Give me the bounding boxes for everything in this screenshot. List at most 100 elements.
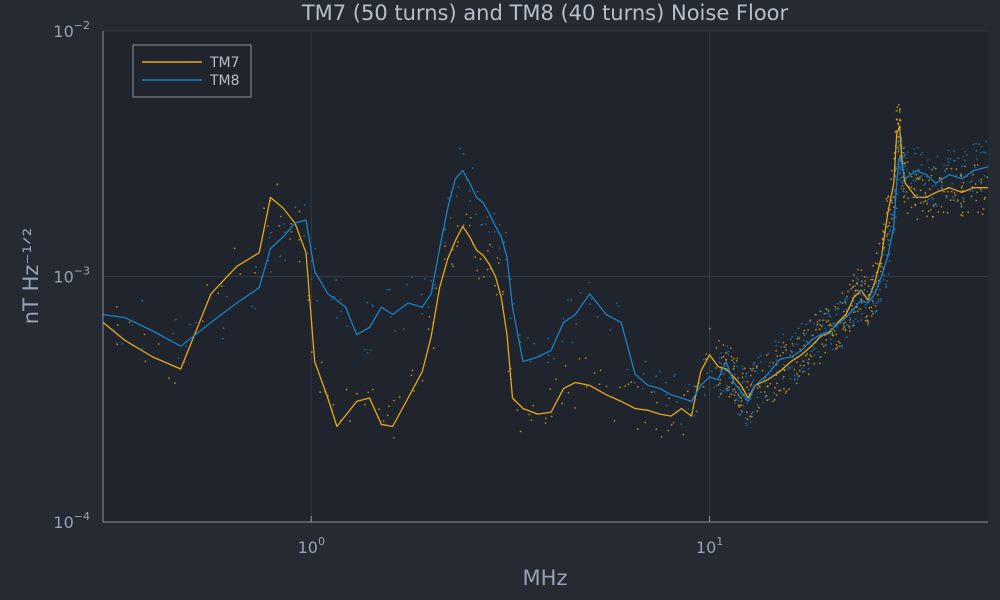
- data-point: [746, 418, 749, 421]
- data-point: [889, 209, 892, 211]
- data-point: [844, 329, 847, 332]
- data-point: [378, 408, 380, 410]
- data-point: [902, 152, 905, 154]
- data-point: [655, 375, 658, 378]
- data-point: [140, 348, 143, 351]
- data-point: [667, 429, 670, 432]
- data-point: [901, 156, 904, 159]
- data-point: [947, 149, 950, 152]
- data-point: [505, 231, 507, 234]
- data-point: [221, 337, 224, 340]
- x-tick-label: 100: [298, 535, 325, 557]
- data-point: [859, 308, 862, 310]
- data-point: [838, 345, 841, 348]
- data-point: [528, 413, 531, 416]
- data-point: [887, 195, 890, 198]
- data-point: [785, 349, 787, 352]
- data-point: [113, 329, 116, 332]
- data-point: [844, 303, 847, 305]
- data-point: [718, 339, 720, 342]
- data-point: [168, 377, 170, 380]
- data-point: [410, 374, 413, 377]
- data-point: [852, 279, 854, 282]
- data-point: [320, 361, 323, 364]
- data-point: [737, 394, 740, 397]
- data-point: [736, 365, 738, 368]
- data-point: [775, 359, 778, 362]
- data-point: [567, 391, 570, 394]
- data-point: [742, 368, 744, 370]
- data-point: [719, 382, 721, 385]
- data-point: [784, 392, 787, 394]
- data-point: [574, 407, 576, 409]
- data-point: [733, 373, 736, 376]
- data-point: [278, 225, 281, 227]
- data-point: [760, 361, 762, 363]
- data-point: [562, 318, 565, 320]
- data-point: [116, 324, 119, 327]
- data-point: [775, 394, 778, 397]
- data-point: [880, 262, 883, 265]
- data-point: [177, 357, 180, 360]
- data-point: [921, 151, 924, 154]
- data-point: [887, 273, 890, 275]
- data-point: [719, 379, 722, 381]
- legend-label-tm8: TM8: [209, 73, 240, 89]
- data-point: [726, 345, 728, 348]
- data-point: [386, 288, 389, 291]
- data-point: [845, 295, 848, 298]
- data-point: [793, 378, 796, 381]
- data-point: [792, 344, 795, 347]
- data-point: [349, 420, 351, 422]
- data-point: [843, 310, 845, 313]
- data-point: [889, 230, 891, 233]
- data-point: [805, 323, 808, 326]
- data-point: [702, 386, 705, 388]
- data-point: [444, 245, 446, 248]
- data-point: [686, 390, 689, 393]
- data-point: [298, 260, 301, 263]
- data-point: [319, 391, 322, 393]
- data-point: [966, 154, 968, 157]
- y-axis-label: nT Hz⁻¹ᐟ²: [19, 228, 43, 324]
- data-point: [830, 343, 832, 345]
- data-point: [316, 299, 318, 302]
- data-point: [282, 223, 285, 225]
- data-point: [751, 369, 753, 372]
- data-point: [872, 310, 874, 313]
- data-point: [843, 300, 845, 303]
- data-point: [937, 188, 939, 191]
- data-point: [462, 153, 465, 155]
- data-point: [897, 146, 899, 149]
- data-point: [919, 195, 921, 198]
- data-point: [519, 430, 522, 433]
- data-point: [949, 158, 952, 160]
- data-point: [829, 315, 832, 318]
- data-point: [745, 373, 748, 376]
- x-axis-label: MHz: [523, 566, 568, 590]
- data-point: [220, 285, 223, 288]
- data-point: [428, 315, 431, 318]
- data-point: [914, 173, 916, 176]
- data-point: [903, 200, 906, 203]
- data-point: [769, 382, 772, 385]
- data-point: [598, 383, 601, 386]
- data-point: [465, 213, 468, 216]
- data-point: [759, 386, 761, 388]
- data-point: [896, 118, 898, 121]
- data-point: [893, 190, 896, 193]
- data-point: [863, 289, 865, 292]
- data-point: [131, 324, 134, 326]
- data-point: [739, 413, 742, 415]
- data-point: [930, 174, 933, 177]
- data-point: [867, 320, 870, 323]
- data-point: [883, 223, 886, 226]
- data-point: [962, 155, 965, 158]
- data-point: [903, 187, 905, 190]
- data-point: [849, 316, 851, 319]
- data-point: [144, 360, 147, 363]
- data-point: [874, 304, 877, 307]
- data-point: [682, 433, 685, 436]
- data-point: [885, 198, 888, 200]
- data-point: [718, 395, 721, 398]
